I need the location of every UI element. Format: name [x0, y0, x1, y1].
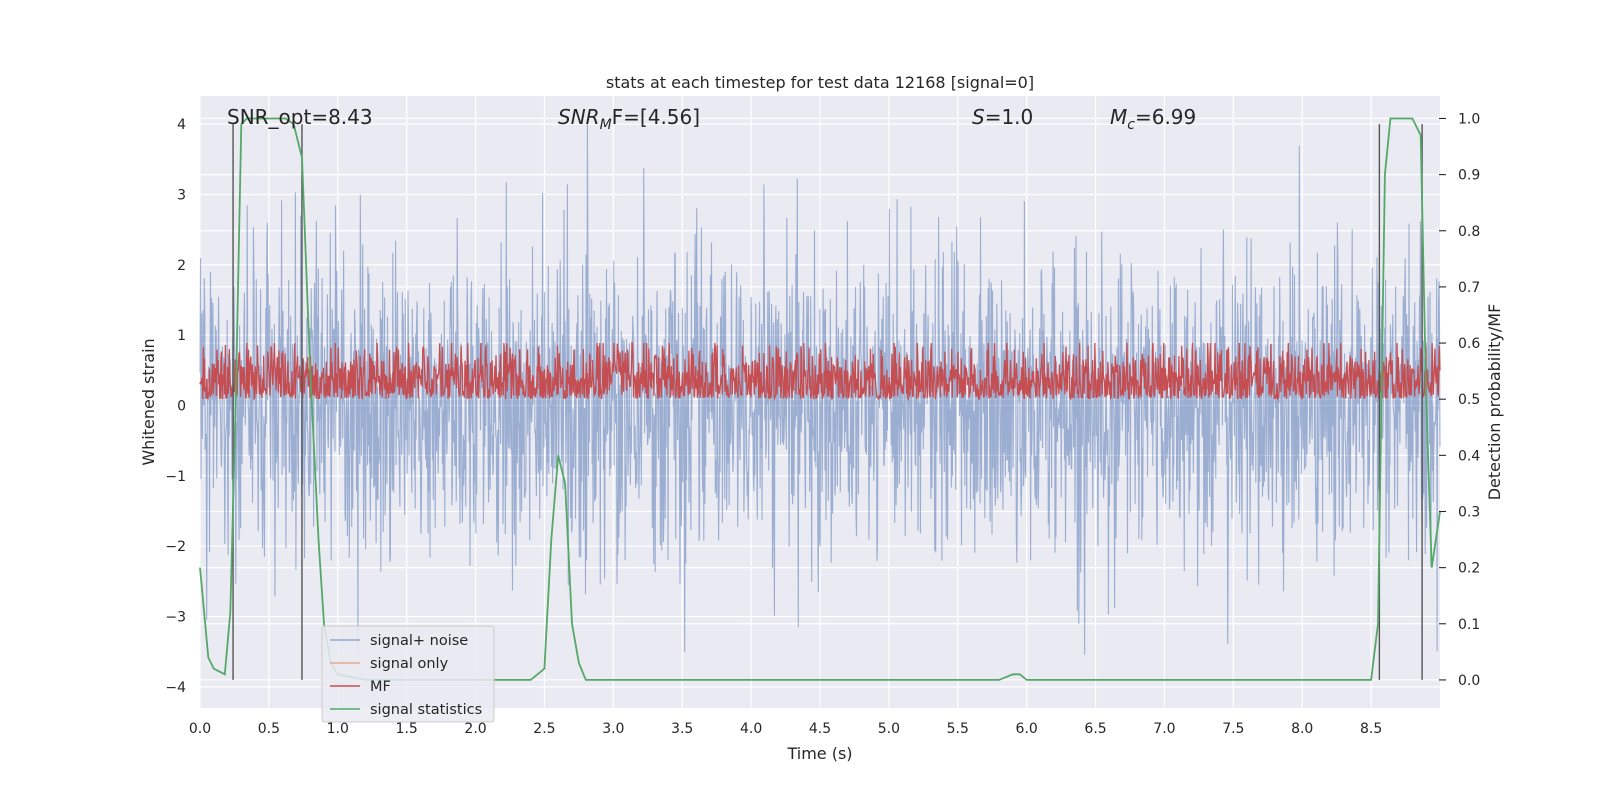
x-tick-label: 0.5 — [258, 721, 280, 737]
x-tick-label: 4.5 — [809, 721, 831, 737]
y-right-axis-label: Detection probability/MF — [1485, 304, 1504, 501]
y-tick-labels: 4 3 2 1 0 −1 −2 −3 −4 — [165, 117, 186, 696]
x-tick-label: 8.5 — [1360, 721, 1382, 737]
x-tick-label: 1.5 — [396, 721, 418, 737]
mf-series — [199, 341, 1441, 402]
annotation-snr-opt: SNR_opt=8.43 — [227, 105, 373, 129]
x-tick-label: 3.5 — [671, 721, 693, 737]
y-right-tick-label: 0.9 — [1458, 168, 1480, 184]
y-right-tick-label: 0.7 — [1458, 280, 1480, 296]
x-tick-label: 8.0 — [1291, 721, 1313, 737]
x-tick-label: 0.0 — [189, 721, 211, 737]
y-right-tick-label: 0.1 — [1458, 617, 1480, 633]
y-tick-label: −4 — [165, 680, 186, 696]
y-right-tick-label: 0.3 — [1458, 504, 1480, 520]
y-right-tick-label: 0.6 — [1458, 336, 1480, 352]
annotation-mc-rest: =6.99 — [1135, 105, 1196, 129]
y-right-tick-label: 1.0 — [1458, 111, 1480, 127]
chart-title: stats at each timestep for test data 121… — [606, 73, 1034, 92]
annotation-snr-mf-sub: M — [600, 117, 612, 133]
y-right-tick-label: 0.5 — [1458, 392, 1480, 408]
y-tick-label: −3 — [165, 610, 186, 626]
y-tick-label: 1 — [177, 328, 186, 344]
y-right-tick-label: 0.2 — [1458, 561, 1480, 577]
signal-statistics-line — [199, 117, 1441, 681]
annotation-snr-mf: SNRMF=[4.56] — [558, 105, 700, 133]
x-tick-label: 4.0 — [740, 721, 762, 737]
annotation-snr-mf-rest: F=[4.56] — [612, 105, 700, 129]
annotation-mc-main: M — [1110, 105, 1127, 129]
annotation-s: S=1.0 — [972, 105, 1033, 129]
legend-label-signal-statistics: signal statistics — [370, 702, 482, 718]
annotation-mc: Mc=6.99 — [1110, 105, 1196, 133]
y-tick-label: −1 — [165, 469, 186, 485]
y-tick-label: 4 — [177, 117, 186, 133]
x-tick-label: 5.5 — [947, 721, 969, 737]
legend-label-signal-noise: signal+ noise — [370, 633, 468, 649]
y-tick-label: 0 — [177, 399, 186, 415]
y-right-tick-label: 0.0 — [1458, 673, 1480, 689]
y-tick-label: −2 — [165, 539, 186, 555]
mf-line — [199, 341, 1441, 402]
legend: signal+ noise signal only MF signal stat… — [321, 625, 495, 723]
x-tick-label: 6.0 — [1016, 721, 1038, 737]
y-right-tick-label: 0.8 — [1458, 224, 1480, 240]
y-axis-label: Whitened strain — [139, 338, 158, 465]
x-tick-label: 3.0 — [602, 721, 624, 737]
y-tick-label: 3 — [177, 187, 186, 203]
annotation-snr-mf-main: SNR — [558, 105, 600, 129]
x-tick-labels: 0.0 0.5 1.0 1.5 2.0 2.5 3.0 3.5 4.0 4.5 5.0 5.5 6.0 6… — [189, 721, 1382, 737]
x-tick-label: 7.5 — [1222, 721, 1244, 737]
x-tick-label: 2.5 — [533, 721, 555, 737]
annotation-s-rest: =1.0 — [985, 105, 1034, 129]
x-axis-label: Time (s) — [786, 744, 852, 763]
annotation-mc-sub: c — [1127, 117, 1135, 133]
y-right-tick-label: 0.4 — [1458, 448, 1480, 464]
legend-box — [321, 625, 495, 723]
x-tick-label: 1.0 — [327, 721, 349, 737]
y-right-tick-labels: 1.0 0.9 0.8 0.7 0.6 0.5 0.4 0.3 0.2 0.1 0.0 — [1439, 111, 1480, 689]
x-tick-label: 2.0 — [464, 721, 486, 737]
y-tick-label: 2 — [177, 258, 186, 274]
legend-label-signal-only: signal only — [370, 656, 449, 672]
annotation-s-main: S — [972, 105, 985, 129]
x-tick-label: 6.5 — [1084, 721, 1106, 737]
legend-label-mf: MF — [370, 679, 391, 695]
signal-statistics-series — [199, 117, 1441, 681]
x-tick-label: 7.0 — [1153, 721, 1175, 737]
x-tick-label: 5.0 — [878, 721, 900, 737]
